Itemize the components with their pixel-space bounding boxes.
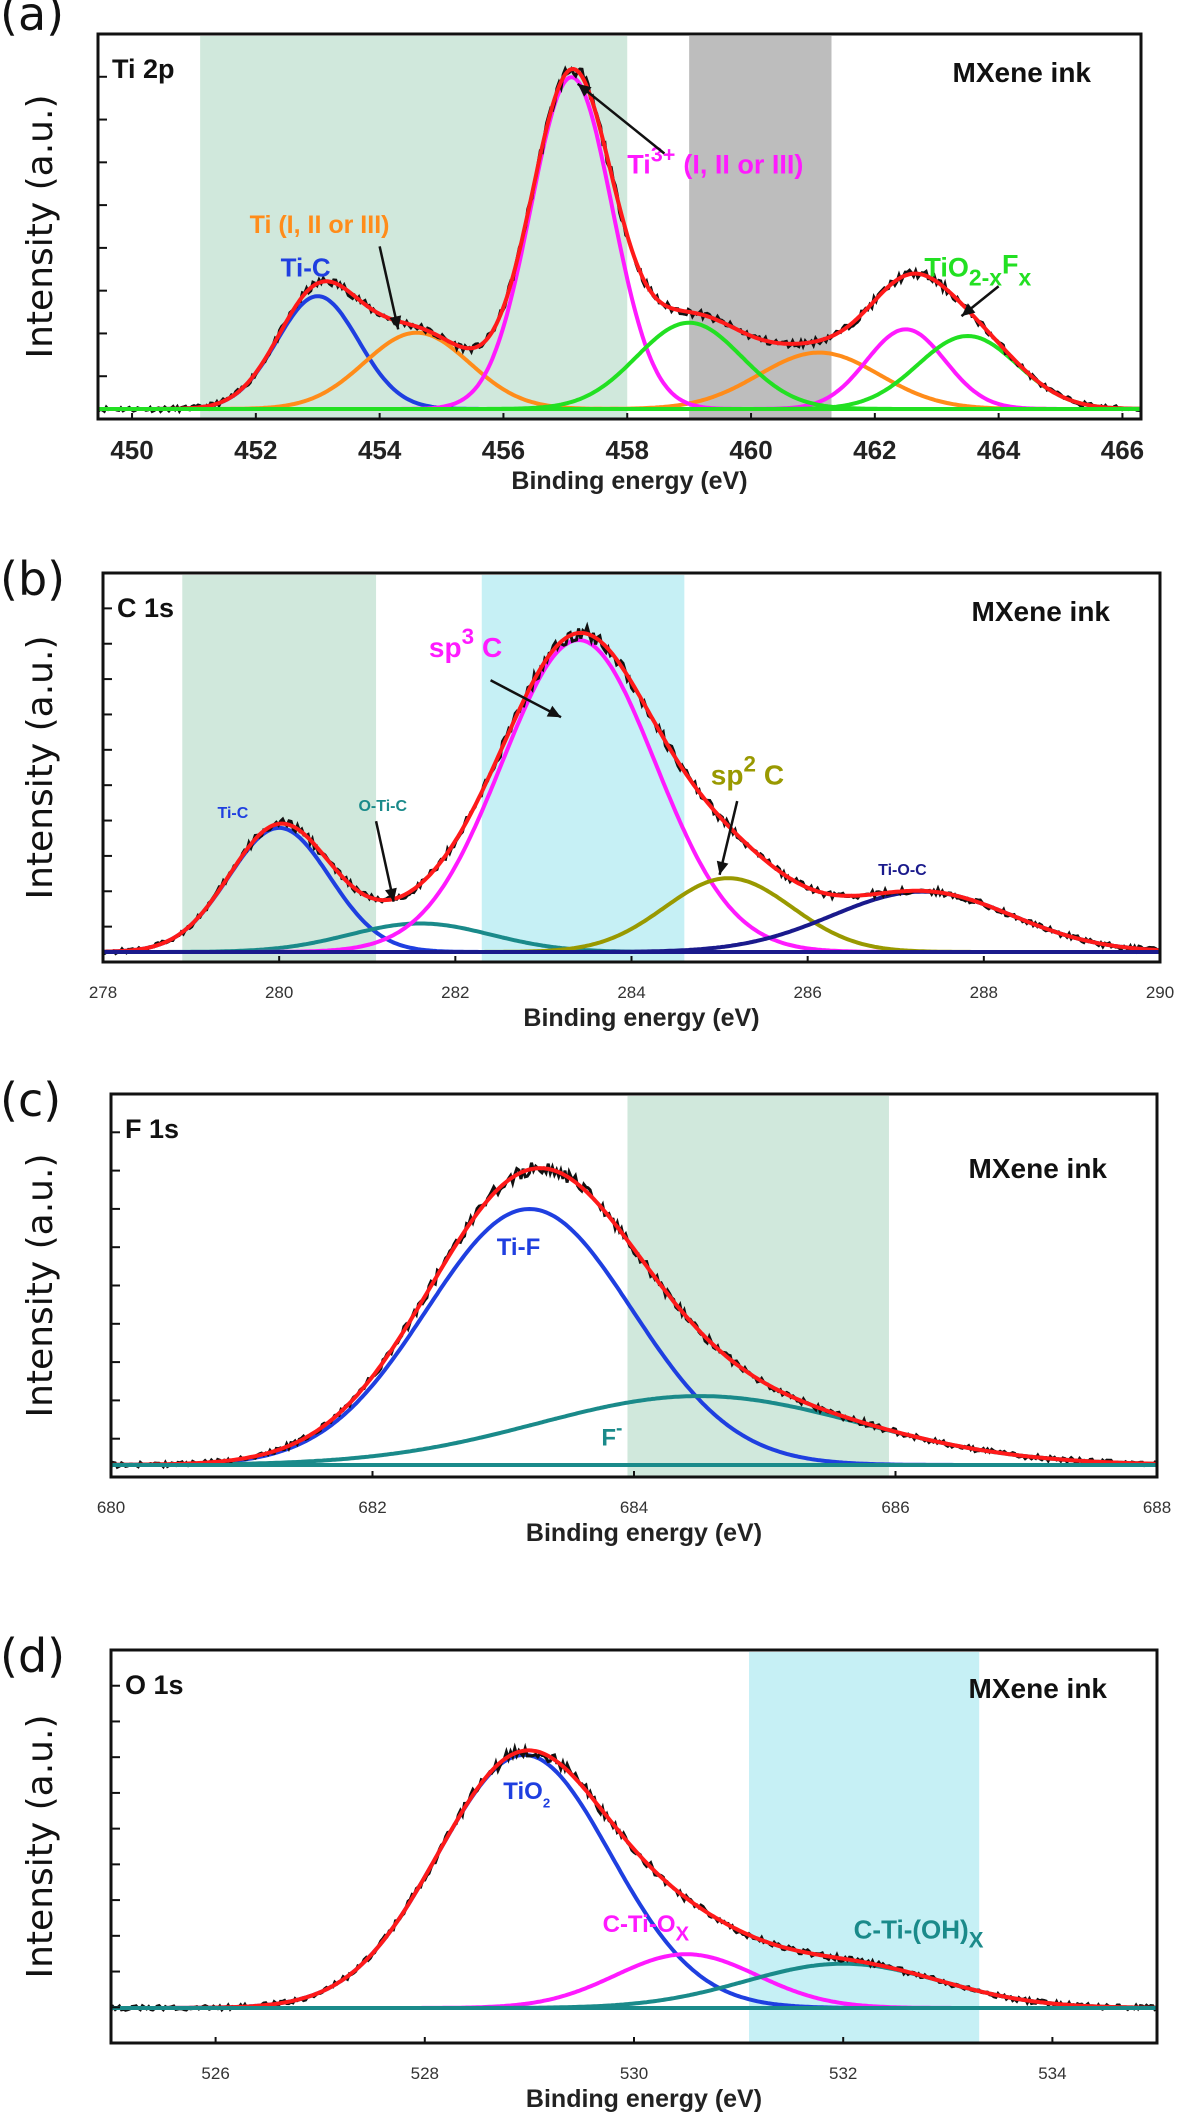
x-axis-label: Binding energy (eV)	[511, 467, 747, 495]
peak-annotation: Ti (I, II or III)	[250, 211, 390, 239]
arrow-head	[389, 315, 402, 330]
shaded-region	[749, 1652, 980, 2043]
x-axis-label: Binding energy (eV)	[526, 2085, 762, 2113]
panel-c: 680 682 684 686 688 Binding energy (eV) Intens…	[0, 1073, 1171, 1547]
x-tick-label: 450	[110, 435, 153, 465]
peak-annotation: C-Ti-OX	[603, 1911, 690, 1945]
x-tick-label: 532	[829, 2064, 857, 2083]
peak-annotation: sp3 C	[429, 624, 502, 663]
sample-label: MXene ink	[969, 1153, 1108, 1184]
x-tick-label: 460	[729, 435, 772, 465]
sample-label: MXene ink	[953, 57, 1092, 88]
x-tick-label: 528	[411, 2064, 439, 2083]
peak-annotation: Ti-C	[218, 805, 249, 822]
x-tick-label: 688	[1143, 1498, 1171, 1517]
envelope-fit-line	[111, 1166, 1158, 1467]
x-tick-label: 462	[853, 435, 896, 465]
envelope-fit-line	[111, 1748, 1157, 2010]
annotation-arrow	[378, 246, 400, 330]
x-tick-label: 686	[881, 1498, 909, 1517]
panel-label: (b)	[0, 552, 65, 606]
x-axis-label: Binding energy (eV)	[526, 1519, 762, 1547]
peak-annotation: O-Ti-C	[358, 798, 407, 815]
annotation-arrow	[576, 82, 666, 155]
peak-annotation: Ti-O-C	[878, 862, 927, 879]
panel-b: 278 280 282 284 286 288 290 Binding energy (eV)…	[0, 552, 1174, 1032]
peak-annotation: sp2 C	[711, 752, 784, 791]
sample-label: MXene ink	[969, 1673, 1108, 1704]
x-tick-label: 458	[606, 435, 649, 465]
y-axis-label: Intensity (a.u.)	[20, 636, 61, 900]
arrow-head	[546, 705, 561, 718]
sample-label: MXene ink	[972, 596, 1111, 627]
spectrum-region-label: F 1s	[125, 1114, 179, 1144]
x-tick-label: 464	[977, 435, 1021, 465]
spectrum-region-label: Ti 2p	[112, 54, 175, 84]
peak-annotation: C-Ti-(OH)X	[854, 1914, 984, 1952]
x-tick-label: 680	[97, 1498, 125, 1517]
x-tick-label: 454	[358, 435, 402, 465]
x-tick-label: 280	[265, 983, 293, 1002]
x-tick-label: 286	[793, 983, 821, 1002]
x-tick-label: 526	[201, 2064, 229, 2083]
x-tick-label: 288	[970, 983, 998, 1002]
x-tick-label: 456	[482, 435, 525, 465]
y-axis-label: Intensity (a.u.)	[20, 1154, 61, 1418]
arrow-head	[385, 887, 397, 902]
panel-label: (d)	[0, 1629, 65, 1683]
panel-label: (c)	[0, 1073, 61, 1127]
x-tick-label: 466	[1101, 435, 1144, 465]
arrow-head	[577, 83, 592, 97]
component-curve	[111, 1952, 1157, 2010]
plot-frame	[96, 32, 1143, 421]
x-tick-label: 682	[358, 1498, 386, 1517]
y-axis-label: Intensity (a.u.)	[20, 95, 61, 359]
y-axis-label: Intensity (a.u.)	[20, 1715, 61, 1979]
x-tick-label: 278	[89, 983, 117, 1002]
x-tick-label: 282	[441, 983, 469, 1002]
shaded-region	[689, 36, 832, 419]
peak-annotation: Ti3+ (I, II or III)	[627, 141, 803, 179]
x-tick-label: 530	[620, 2064, 648, 2083]
x-tick-label: 534	[1038, 2064, 1066, 2083]
arrow-head	[716, 860, 729, 875]
peak-annotation: F-	[601, 1419, 622, 1452]
x-axis-label: Binding energy (eV)	[523, 1004, 759, 1032]
annotation-arrow	[374, 820, 395, 902]
component-curve	[111, 1961, 1157, 2010]
shaded-region	[627, 1096, 889, 1477]
panel-a: 450 452 454 456 458 460 462 464 466 Binding energ…	[0, 0, 1144, 495]
arrow-head	[961, 303, 976, 317]
x-tick-label: 284	[617, 983, 645, 1002]
envelope-fit-line	[103, 630, 1161, 954]
spectrum-region-label: O 1s	[125, 1670, 184, 1700]
peak-annotation: TiO2	[503, 1778, 550, 1810]
component-curve	[111, 1752, 1157, 2010]
x-tick-label: 452	[234, 435, 277, 465]
annotation-arrow	[489, 679, 562, 719]
panel-d: 526 528 530 532 534 Binding energy (eV) Intens…	[0, 1629, 1159, 2113]
peak-annotation: Ti-F	[497, 1234, 541, 1261]
x-tick-label: 290	[1146, 983, 1174, 1002]
panel-label: (a)	[0, 0, 64, 41]
peak-annotation: Ti-C	[281, 252, 331, 282]
raw-data-line	[109, 1742, 1158, 2013]
spectrum-region-label: C 1s	[117, 593, 174, 623]
x-tick-label: 684	[620, 1498, 648, 1517]
